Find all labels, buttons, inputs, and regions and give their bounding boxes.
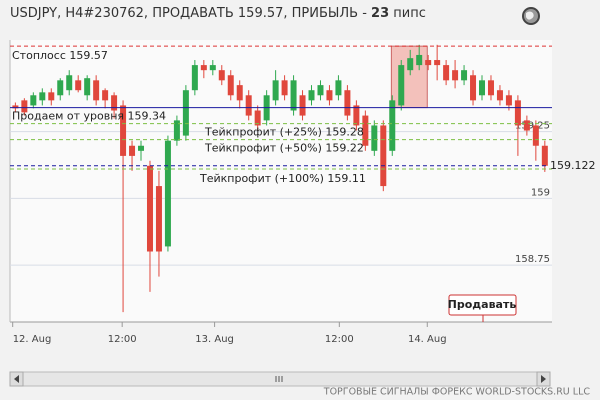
plot-area xyxy=(10,40,552,322)
candle-body xyxy=(209,65,216,71)
candle-body xyxy=(200,65,207,71)
globe-icon[interactable] xyxy=(522,7,540,25)
candle-body xyxy=(111,95,118,111)
candle-body xyxy=(102,90,109,101)
candle-body xyxy=(75,80,82,91)
candle-body xyxy=(218,70,225,81)
candle-body xyxy=(272,80,279,101)
x-tick-label: 14. Aug xyxy=(408,334,447,345)
level-label: Тейкпрофит (+100%) 159.11 xyxy=(199,172,366,185)
candle-body xyxy=(434,60,441,66)
candle-body xyxy=(155,186,162,252)
candle-body xyxy=(120,105,127,156)
candle-body xyxy=(371,125,378,151)
candle-body xyxy=(532,125,539,146)
candle-body xyxy=(39,92,46,101)
candle-body xyxy=(245,95,252,116)
level-label: Тейкпрофит (+25%) 159.28 xyxy=(204,126,364,139)
title-profit: 23 xyxy=(371,6,389,21)
candle-body xyxy=(425,60,432,66)
candle-body xyxy=(290,80,297,111)
x-tick-label: 12:00 xyxy=(325,334,354,345)
candle-body xyxy=(326,90,333,101)
candle-body xyxy=(308,90,315,101)
candle-body xyxy=(57,80,64,96)
candle-body xyxy=(416,54,423,66)
candle-body xyxy=(12,105,19,109)
level-label: Стоплосс 159.57 xyxy=(12,49,108,62)
candle-body xyxy=(66,75,73,91)
candle-body xyxy=(146,165,153,252)
level-label: Тейкпрофит (+50%) 159.22 xyxy=(204,142,364,155)
candle-body xyxy=(317,85,324,96)
candle-body xyxy=(470,75,477,101)
sell-button-label[interactable]: Продавать xyxy=(448,298,517,311)
level-label: Продаем от уровня 159.34 xyxy=(12,110,166,123)
candle-body xyxy=(443,65,450,81)
candle-body xyxy=(84,78,91,96)
candle-body xyxy=(452,70,459,81)
candle-body xyxy=(173,120,180,141)
x-tick-label: 12:00 xyxy=(108,334,137,345)
sell-button[interactable] xyxy=(448,294,517,316)
candle-body xyxy=(523,120,530,131)
candle-body xyxy=(182,90,189,136)
x-tick-label: 13. Aug xyxy=(195,334,234,345)
candle-body xyxy=(479,80,486,96)
candle-body xyxy=(380,125,387,187)
candle-body xyxy=(389,100,396,151)
candle-body xyxy=(407,58,414,71)
y-tick-label: 158.75 xyxy=(515,254,550,265)
candle-body xyxy=(281,80,288,96)
candle-body xyxy=(398,65,405,106)
title-unit: пипс xyxy=(389,6,426,21)
candle-body xyxy=(335,80,342,96)
candle-body xyxy=(254,110,261,126)
footer: ТОРГОВЫЕ СИГНАЛЫ ФОРЕКС WORLD-STOCKS.RU … xyxy=(323,387,591,398)
candle-body xyxy=(353,105,360,126)
x-tick-label: 12. Aug xyxy=(13,334,52,345)
candle-body xyxy=(164,140,171,247)
candle-body xyxy=(461,70,468,81)
candle-body xyxy=(236,85,243,101)
candle-body xyxy=(362,115,369,146)
candle-body xyxy=(21,100,28,113)
candle-body xyxy=(505,95,512,106)
current-price-label: 159.122 xyxy=(550,159,596,172)
y-tick-label: 159 xyxy=(531,187,550,198)
candle-body xyxy=(191,65,198,91)
candle-body xyxy=(93,80,100,101)
scrollbar[interactable] xyxy=(9,371,551,387)
candle-body xyxy=(48,92,55,101)
candle-body xyxy=(496,90,503,101)
candle-body xyxy=(30,95,37,106)
candle-body xyxy=(129,145,136,156)
candle-body xyxy=(514,100,521,126)
candle-body xyxy=(138,145,145,151)
title-text: USDJPY, H4#230762, ПРОДАВАТЬ 159.57, ПРИ… xyxy=(10,6,371,21)
candle-body xyxy=(299,95,306,116)
candle-body xyxy=(541,145,548,166)
chart-title: USDJPY, H4#230762, ПРОДАВАТЬ 159.57, ПРИ… xyxy=(10,6,426,21)
candle-body xyxy=(344,90,351,116)
candle-body xyxy=(487,80,494,96)
candle-body xyxy=(227,75,234,96)
y-tick-label: 159.25 xyxy=(515,121,550,132)
